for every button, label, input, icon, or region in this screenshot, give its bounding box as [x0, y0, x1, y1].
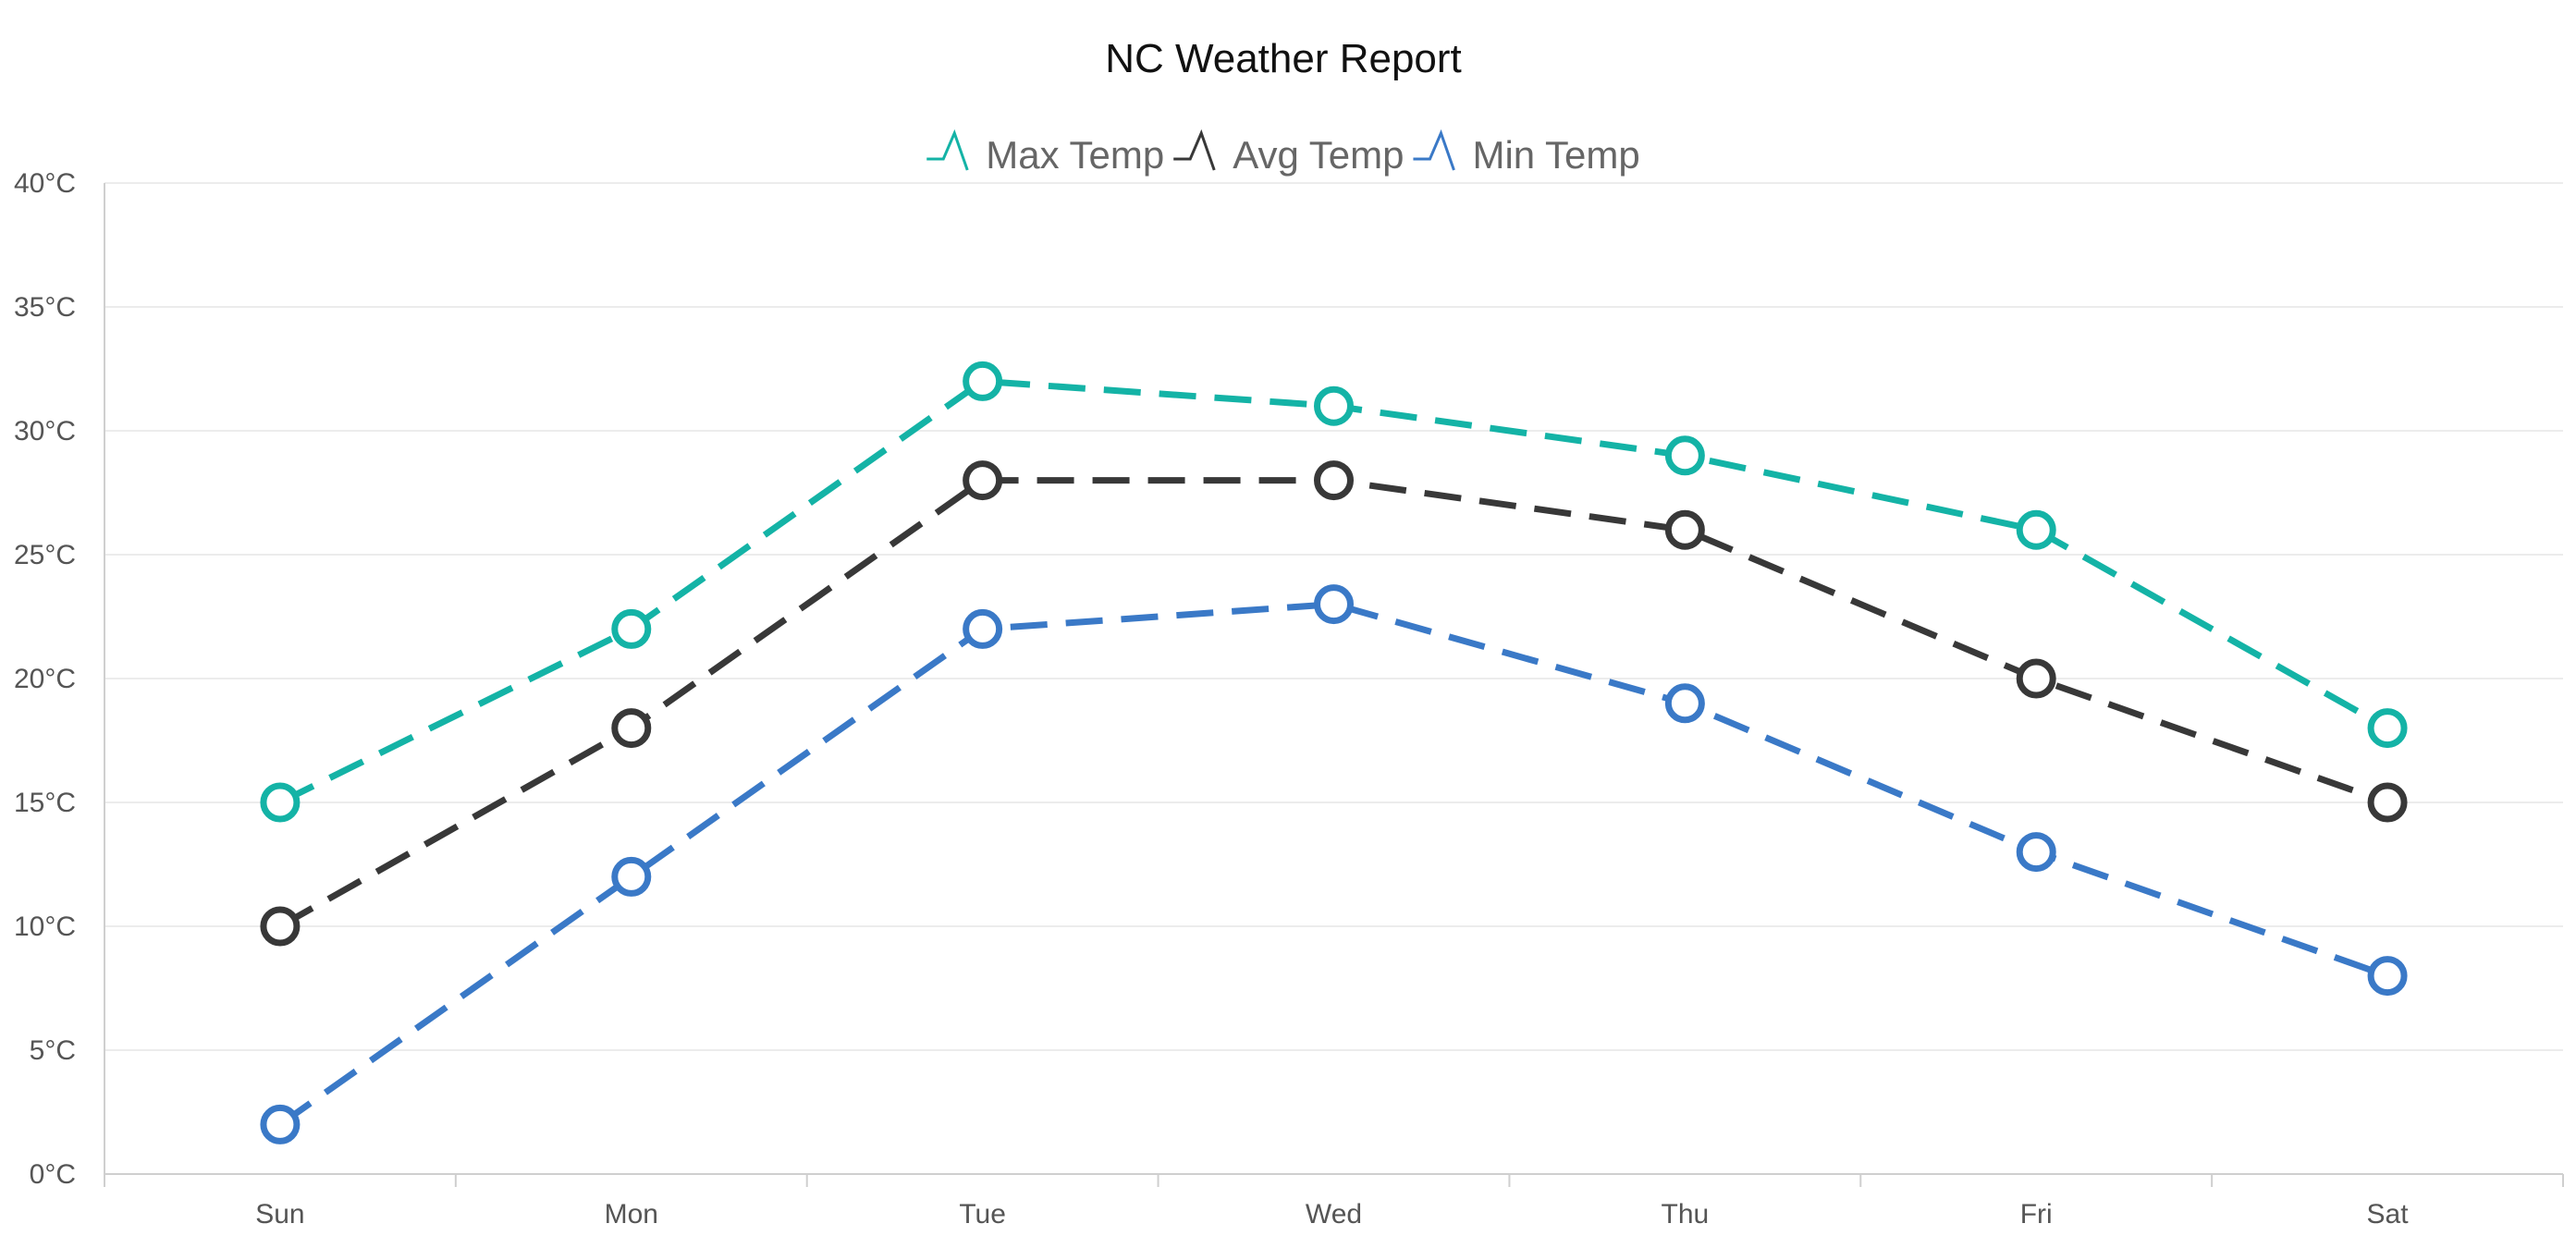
data-point	[1664, 435, 1705, 476]
data-point	[2367, 956, 2408, 997]
legend-label: Max Temp	[986, 133, 1164, 177]
x-tick-label: Sun	[255, 1199, 304, 1230]
series-line-min-temp	[277, 601, 2389, 1128]
legend-label: Avg Temp	[1233, 133, 1404, 177]
x-tick-label: Thu	[1662, 1199, 1710, 1230]
data-point	[1664, 509, 1705, 550]
data-point	[2016, 658, 2056, 699]
data-point	[260, 1104, 301, 1144]
y-tick-label: 5°C	[30, 1035, 76, 1066]
data-point	[963, 361, 1003, 401]
y-tick-label: 10°C	[14, 912, 76, 942]
series-line-avg-temp	[278, 477, 2389, 930]
data-point	[2367, 782, 2408, 823]
line-series-icon	[1413, 128, 1455, 171]
data-point	[611, 856, 652, 897]
y-tick-label: 30°C	[14, 416, 76, 447]
x-tick-label: Fri	[2020, 1199, 2053, 1230]
data-point	[2016, 509, 2056, 550]
data-point	[2016, 832, 2056, 873]
line-series-icon	[1173, 128, 1216, 171]
data-point	[260, 906, 301, 947]
data-point	[1664, 683, 1705, 724]
x-tick-label: Tue	[959, 1199, 1006, 1230]
data-point	[963, 608, 1003, 649]
data-point	[1314, 460, 1354, 501]
line-series-icon	[926, 128, 969, 171]
x-tick-label: Mon	[605, 1199, 658, 1230]
y-tick-label: 25°C	[14, 540, 76, 570]
data-point	[963, 460, 1003, 501]
legend-item[interactable]: Avg Temp	[1173, 128, 1404, 177]
chart-title: NC Weather Report	[1105, 36, 1462, 81]
gridlines	[104, 182, 2563, 1051]
data-point	[611, 708, 652, 749]
data-point	[1314, 385, 1354, 426]
legend-item[interactable]: Max Temp	[926, 128, 1164, 177]
axes: 0°C 5°C 10°C 15°C 20°C 25°C 30°C 35°C 40°C Sun Mon…	[14, 168, 2564, 1230]
x-tick-label: Wed	[1306, 1199, 1362, 1230]
y-tick-label: 0°C	[30, 1159, 76, 1190]
data-point	[2367, 708, 2408, 749]
data-point	[1314, 584, 1354, 625]
y-tick-label: 35°C	[14, 292, 76, 323]
legend-item[interactable]: Min Temp	[1413, 128, 1640, 177]
legend-label: Min Temp	[1472, 133, 1639, 177]
y-tick-label: 40°C	[14, 168, 76, 199]
y-tick-label: 20°C	[14, 664, 76, 694]
data-point	[260, 782, 301, 823]
series-layer	[260, 361, 2408, 1144]
legend: Max Temp Avg Temp Min Temp	[926, 128, 1640, 177]
data-point	[611, 608, 652, 649]
y-tick-label: 15°C	[14, 788, 76, 818]
x-tick-label: Sat	[2367, 1199, 2410, 1230]
